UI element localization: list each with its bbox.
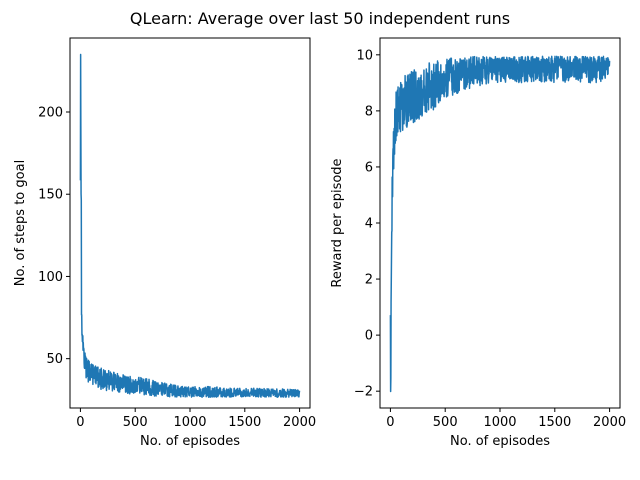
- steps-x-tick-label-2: 1000: [173, 415, 206, 430]
- reward-chart: 0 500 1000 1500 2000 −2 0 2 4 6 8 10 No. of episodes…: [330, 37, 626, 449]
- reward-y-tick-label-2: 2: [365, 273, 373, 288]
- steps-x-tick-label-1: 500: [123, 415, 148, 430]
- steps-x-tick-label-0: 0: [76, 415, 84, 430]
- steps-y-tick-label-0: 50: [46, 352, 63, 367]
- reward-y-tick-label-4: 6: [365, 160, 373, 175]
- reward-x-tick-label-0: 0: [386, 415, 394, 430]
- steps-y-tick-label-2: 150: [38, 188, 63, 203]
- reward-y-tick-label-3: 4: [365, 217, 373, 232]
- reward-x-tick-label-2: 1000: [483, 415, 516, 430]
- reward-x-tick-label-3: 1500: [538, 415, 571, 430]
- steps-x-tick-label-3: 1500: [228, 415, 261, 430]
- steps-chart: 0 500 1000 1500 2000 50 100 150 200 No. of episod…: [13, 37, 316, 449]
- steps-y-tick-label-1: 100: [38, 270, 63, 285]
- steps-y-axis-label: No. of steps to goal: [13, 160, 28, 286]
- reward-series-line-0: [389, 55, 611, 393]
- reward-x-tick-label-4: 2000: [593, 415, 626, 430]
- reward-x-tick-label-1: 500: [433, 415, 458, 430]
- reward-y-tick-label-0: −2: [354, 385, 373, 400]
- reward-y-tick-label-5: 8: [365, 104, 373, 119]
- steps-x-tick-label-4: 2000: [283, 415, 316, 430]
- reward-x-axis-label: No. of episodes: [450, 434, 550, 449]
- figure-title: QLearn: Average over last 50 independent…: [130, 9, 510, 28]
- steps-y-tick-label-3: 200: [38, 106, 63, 121]
- reward-y-tick-label-6: 10: [356, 48, 373, 63]
- steps-series-line-0: [79, 53, 301, 399]
- steps-x-axis-label: No. of episodes: [140, 434, 240, 449]
- reward-y-axis-label: Reward per episode: [330, 158, 345, 287]
- steps-axes-frame: [69, 37, 311, 409]
- reward-y-tick-label-1: 0: [365, 329, 373, 344]
